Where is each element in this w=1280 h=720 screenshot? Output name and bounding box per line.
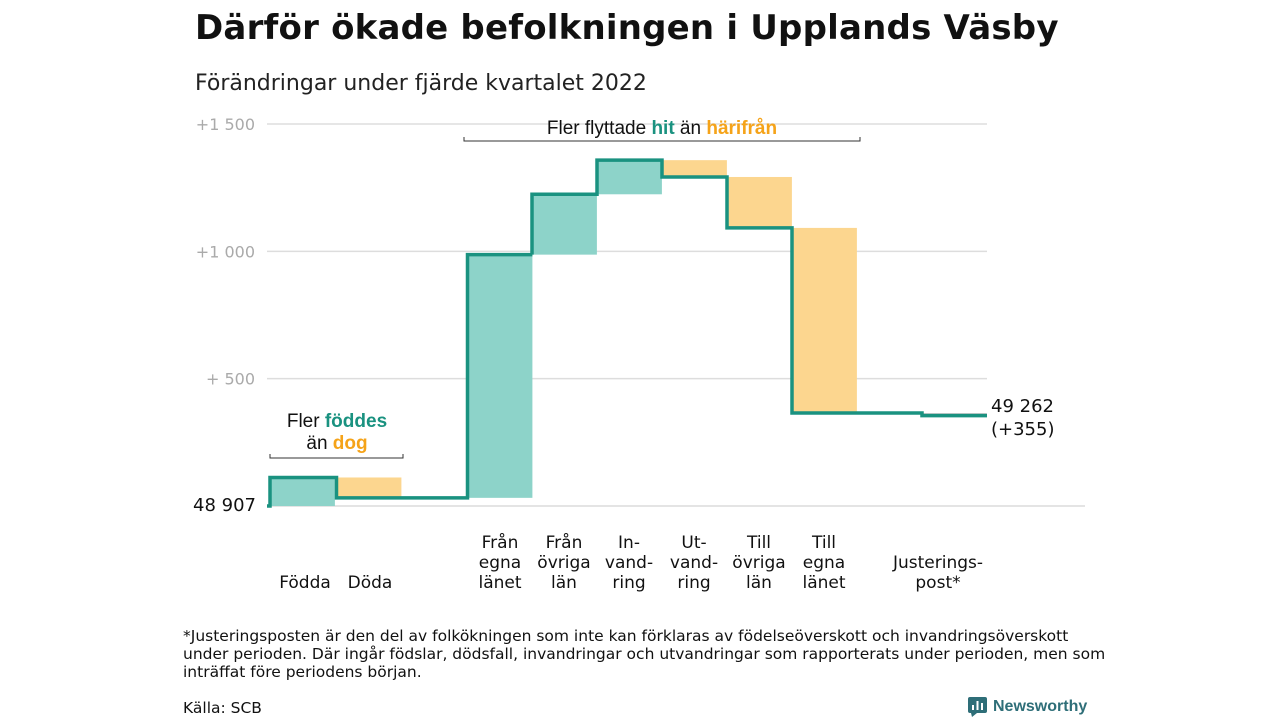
brand-name: Newsworthy: [993, 698, 1088, 715]
waterfall-bar: [336, 477, 402, 498]
category-label: övriga: [537, 553, 590, 573]
births-annotation-segment: än: [306, 433, 332, 454]
category-label: Födda: [279, 573, 331, 593]
chart-title: Därför ökade befolkningen i Upplands Väs…: [195, 8, 1059, 48]
category-label: vand-: [670, 553, 718, 573]
births-annotation: än dog: [306, 433, 367, 454]
chart-subtitle: Förändringar under fjärde kvartalet 2022: [195, 71, 647, 96]
migration-annotation-segment: Fler flyttade: [547, 118, 652, 139]
category-label: ring: [612, 573, 645, 593]
category-label: län: [551, 573, 577, 593]
newsworthy-logo-icon: [968, 697, 987, 717]
waterfall-bar: [727, 176, 792, 228]
category-label: Till: [746, 533, 771, 553]
births-annotation-segment: föddes: [325, 411, 387, 432]
category-label: vand-: [605, 553, 653, 573]
category-label: egna: [803, 553, 845, 573]
waterfall-bar: [467, 254, 533, 498]
start-value-label: 48 907: [193, 495, 256, 516]
category-label: Från: [482, 532, 519, 553]
waterfall-bar: [597, 160, 662, 195]
category-label: egna: [479, 553, 521, 573]
births-bracket: [269, 454, 404, 459]
waterfall-bar: [270, 477, 335, 506]
cumulative-step-line: [267, 158, 987, 508]
category-label: post*: [915, 573, 960, 593]
waterfall-bar: [792, 227, 857, 414]
category-label: länet: [478, 573, 521, 593]
migration-annotation-segment: än: [675, 118, 707, 139]
migration-annotation: Fler flyttade hit än härifrån: [547, 118, 777, 139]
category-label: län: [746, 573, 772, 593]
source-note: Källa: SCB: [183, 699, 262, 717]
end-change-label: (+355): [991, 419, 1054, 440]
category-label: övriga: [732, 553, 785, 573]
migration-annotation-segment: härifrån: [706, 118, 777, 139]
y-tick-label: + 500: [206, 370, 255, 389]
births-annotation-segment: Fler: [287, 411, 325, 432]
y-tick-label: +1 500: [196, 115, 255, 134]
brand-logo: Newsworthy: [968, 697, 1087, 717]
births-annotation-segment: dog: [333, 433, 368, 454]
waterfall-bar: [532, 194, 597, 255]
category-label: Till: [811, 533, 836, 553]
category-label: Justerings-: [892, 553, 983, 573]
category-label: In-: [618, 533, 640, 553]
end-value-label: 49 262: [991, 396, 1054, 417]
category-label: Ut-: [681, 533, 706, 553]
migration-bracket: [463, 137, 861, 142]
footnote: *Justeringsposten är den del av folkökni…: [183, 627, 1106, 681]
births-annotation: Fler föddes: [287, 411, 387, 432]
category-label: ring: [677, 573, 710, 593]
category-label: Från: [546, 532, 583, 553]
y-tick-label: +1 000: [196, 242, 255, 261]
migration-annotation-segment: hit: [651, 118, 675, 139]
category-label: Döda: [348, 573, 393, 593]
category-label: länet: [802, 573, 845, 593]
waterfall-bar: [662, 160, 727, 177]
